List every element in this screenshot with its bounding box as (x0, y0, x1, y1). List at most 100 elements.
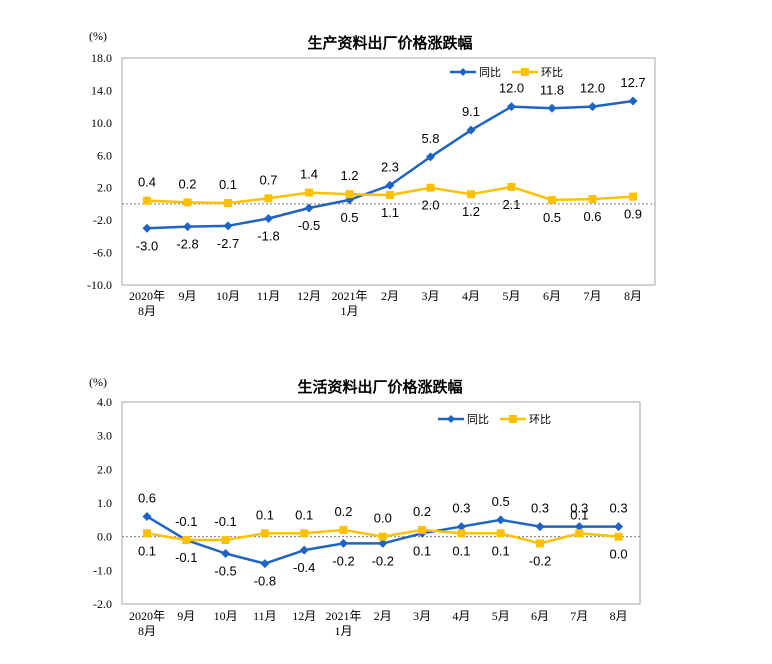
x-tick-label: 2021年 (325, 609, 361, 623)
data-point-marker (264, 194, 273, 203)
data-label: 0.1 (138, 543, 156, 558)
data-point-marker (378, 538, 388, 548)
x-tick-label: 11月 (257, 289, 281, 303)
data-label: 12.7 (620, 75, 645, 90)
data-label: 2.1 (502, 197, 520, 212)
data-point-marker (418, 525, 427, 534)
data-point-marker (507, 182, 516, 191)
plot-area (121, 57, 656, 286)
data-label: -0.8 (254, 574, 276, 589)
data-point-marker (456, 522, 466, 532)
chart-title: 生产资料出厂价格涨跌幅 (307, 34, 472, 52)
y-tick-label: -6.0 (93, 246, 112, 260)
data-point-marker (536, 539, 544, 548)
data-point-marker (496, 515, 506, 525)
x-tick-label: 6月 (531, 609, 549, 623)
x-tick-label: 2月 (374, 609, 392, 623)
x-tick-label: 10月 (216, 289, 240, 303)
chart-svg: 生活资料出厂价格涨跌幅 (%) 4.0 3.0 2.0 1.0 0.0 -1.0 -2.0 202… (89, 375, 641, 638)
data-point-marker (339, 538, 348, 548)
data-label: 0.6 (138, 490, 156, 505)
y-tick-label: -2.0 (93, 597, 112, 611)
y-tick-label: 2.0 (97, 462, 112, 476)
data-label: 1.4 (300, 167, 318, 182)
x-tick-label: 5月 (492, 609, 510, 623)
legend-marker (521, 68, 529, 76)
data-point-marker (223, 221, 233, 231)
legend-marker (447, 415, 455, 423)
data-point-marker (345, 190, 354, 199)
data-label: 0.6 (583, 209, 601, 224)
data-point-marker (143, 196, 151, 205)
data-point-marker (614, 522, 624, 532)
data-label: 0.1 (219, 177, 237, 192)
data-label: 0.2 (413, 504, 431, 519)
x-tick-label: 7月 (583, 289, 601, 303)
data-point-marker (260, 559, 270, 569)
data-point-marker (588, 195, 597, 204)
data-point-marker (221, 536, 230, 545)
data-point-marker (183, 198, 192, 207)
x-tick-label: 1月 (334, 624, 352, 638)
data-point-marker (183, 222, 192, 232)
data-label: 0.9 (624, 207, 642, 222)
data-label: 1.1 (381, 205, 399, 220)
plot-area (121, 401, 641, 605)
data-point-marker (507, 102, 516, 112)
data-point-marker (629, 192, 637, 201)
data-label: -0.2 (332, 553, 354, 568)
data-label: -0.1 (214, 514, 236, 529)
data-point-marker (548, 195, 556, 204)
data-label: 9.1 (462, 104, 480, 119)
data-label: 0.3 (610, 501, 628, 516)
x-tick-label: 9月 (177, 609, 195, 623)
data-label: 12.0 (499, 81, 524, 96)
x-tick-label: 8月 (610, 609, 628, 623)
data-label: -0.1 (175, 514, 197, 529)
data-label: -0.5 (298, 218, 320, 233)
data-label: -2.7 (217, 236, 239, 251)
data-point-marker (305, 188, 313, 197)
x-tick-label: 2月 (381, 289, 399, 303)
data-label: -3.0 (136, 238, 158, 253)
data-label: 0.3 (452, 501, 470, 516)
data-point-marker (575, 529, 584, 538)
x-tick-label: 9月 (178, 289, 196, 303)
data-label: 2.0 (421, 198, 439, 213)
data-point-marker (182, 536, 191, 545)
data-point-marker (260, 529, 269, 538)
y-tick-label: -10.0 (87, 278, 112, 292)
x-tick-label: 2021年 (331, 289, 367, 303)
x-tick-label: 8月 (138, 304, 156, 318)
y-tick-label: 14.0 (91, 83, 112, 97)
data-label: 0.3 (570, 501, 588, 516)
data-label: 1.2 (340, 168, 358, 183)
y-unit-label: (%) (89, 375, 107, 389)
data-label: 0.1 (413, 543, 431, 558)
chart-svg: 生产资料出厂价格涨跌幅 (%) 18.0 14.0 10.0 6.0 2.0 -2.0 -6.0… (87, 29, 656, 318)
legend-label: 同比 (479, 66, 501, 79)
x-tick-label: 5月 (502, 289, 520, 303)
data-point-marker (224, 199, 232, 208)
data-point-marker (535, 522, 545, 532)
data-label: 0.1 (256, 507, 274, 522)
data-point-marker (574, 522, 584, 532)
data-point-marker (142, 223, 152, 233)
data-point-marker (466, 125, 476, 135)
data-label: -0.5 (214, 564, 236, 579)
data-label: 0.0 (610, 547, 628, 562)
x-tick-label: 1月 (340, 304, 358, 318)
data-label: -0.1 (175, 550, 197, 565)
data-label: -0.2 (372, 553, 394, 568)
data-point-marker (264, 214, 273, 224)
y-tick-label: 18.0 (91, 51, 112, 65)
x-tick-label: 12月 (292, 609, 316, 623)
data-label: 0.3 (531, 501, 549, 516)
y-tick-label: 0.0 (97, 530, 112, 544)
data-label: 0.2 (334, 504, 352, 519)
data-point-marker (628, 96, 638, 106)
data-label: 0.5 (340, 210, 358, 225)
legend-marker (459, 68, 467, 76)
data-label: 0.1 (570, 507, 588, 522)
data-label: 0.2 (178, 176, 196, 191)
